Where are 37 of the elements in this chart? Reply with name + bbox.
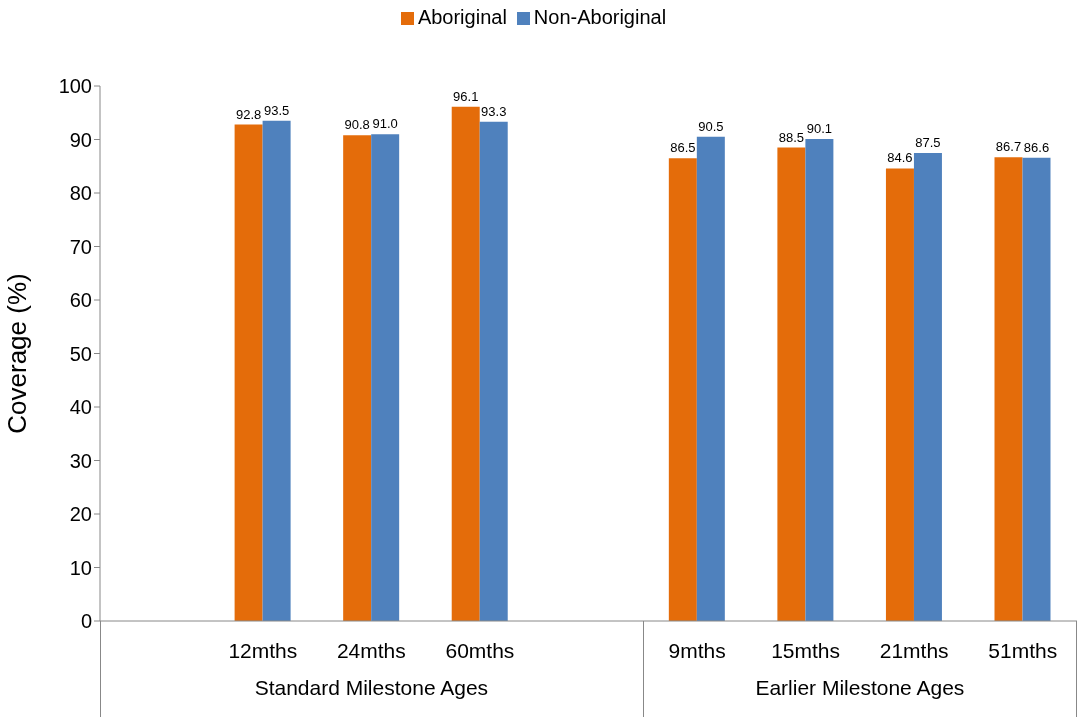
data-label: 84.6: [887, 150, 913, 166]
text: Standard Milestone Ages: [253, 676, 490, 700]
data-label: 93.3: [481, 103, 507, 119]
legend-label: Aboriginal: [417, 6, 507, 28]
data-label: 91.0: [372, 116, 398, 132]
data-label: 86.7: [995, 139, 1022, 155]
text: Earlier Milestone Ages: [754, 676, 966, 700]
x-tick-label: 51mths: [988, 638, 1058, 662]
y-tick-label: 80: [69, 182, 92, 205]
data-label: 87.5: [915, 134, 941, 150]
data-label: 90.5: [698, 118, 724, 134]
y-tick-label: 60: [69, 289, 92, 312]
data-label: 88.5: [778, 129, 805, 145]
x-tick-label: 21mths: [879, 638, 949, 662]
y-tick-label: 20: [69, 503, 92, 526]
y-tick-label: 100: [58, 75, 92, 98]
x-tick-label: 15mths: [771, 638, 841, 662]
data-label: 96.1: [453, 88, 479, 104]
y-tick-label: 40: [69, 396, 92, 419]
x-tick-label: 60mths: [445, 638, 515, 662]
y-tick-label: 50: [69, 342, 92, 365]
y-tick-label: 70: [69, 235, 92, 258]
y-tick-label: 0: [80, 610, 92, 633]
y-tick-label: 30: [69, 449, 92, 472]
data-label: 86.6: [1023, 139, 1050, 155]
y-tick-label: 10: [69, 556, 92, 579]
data-label: 86.5: [670, 140, 696, 156]
y-axis-title: Coverage (%): [2, 273, 33, 434]
x-tick-label: 9mths: [668, 638, 726, 662]
data-label: 90.1: [806, 120, 833, 136]
x-tick-label: 24mths: [336, 638, 406, 662]
data-label: 90.8: [344, 117, 370, 133]
data-label: 92.8: [235, 106, 262, 122]
y-tick-label: 90: [69, 128, 92, 151]
x-tick-label: 12mths: [228, 638, 298, 662]
legend-label: Non-Aboriginal: [533, 6, 667, 28]
data-label: 93.5: [263, 102, 290, 118]
